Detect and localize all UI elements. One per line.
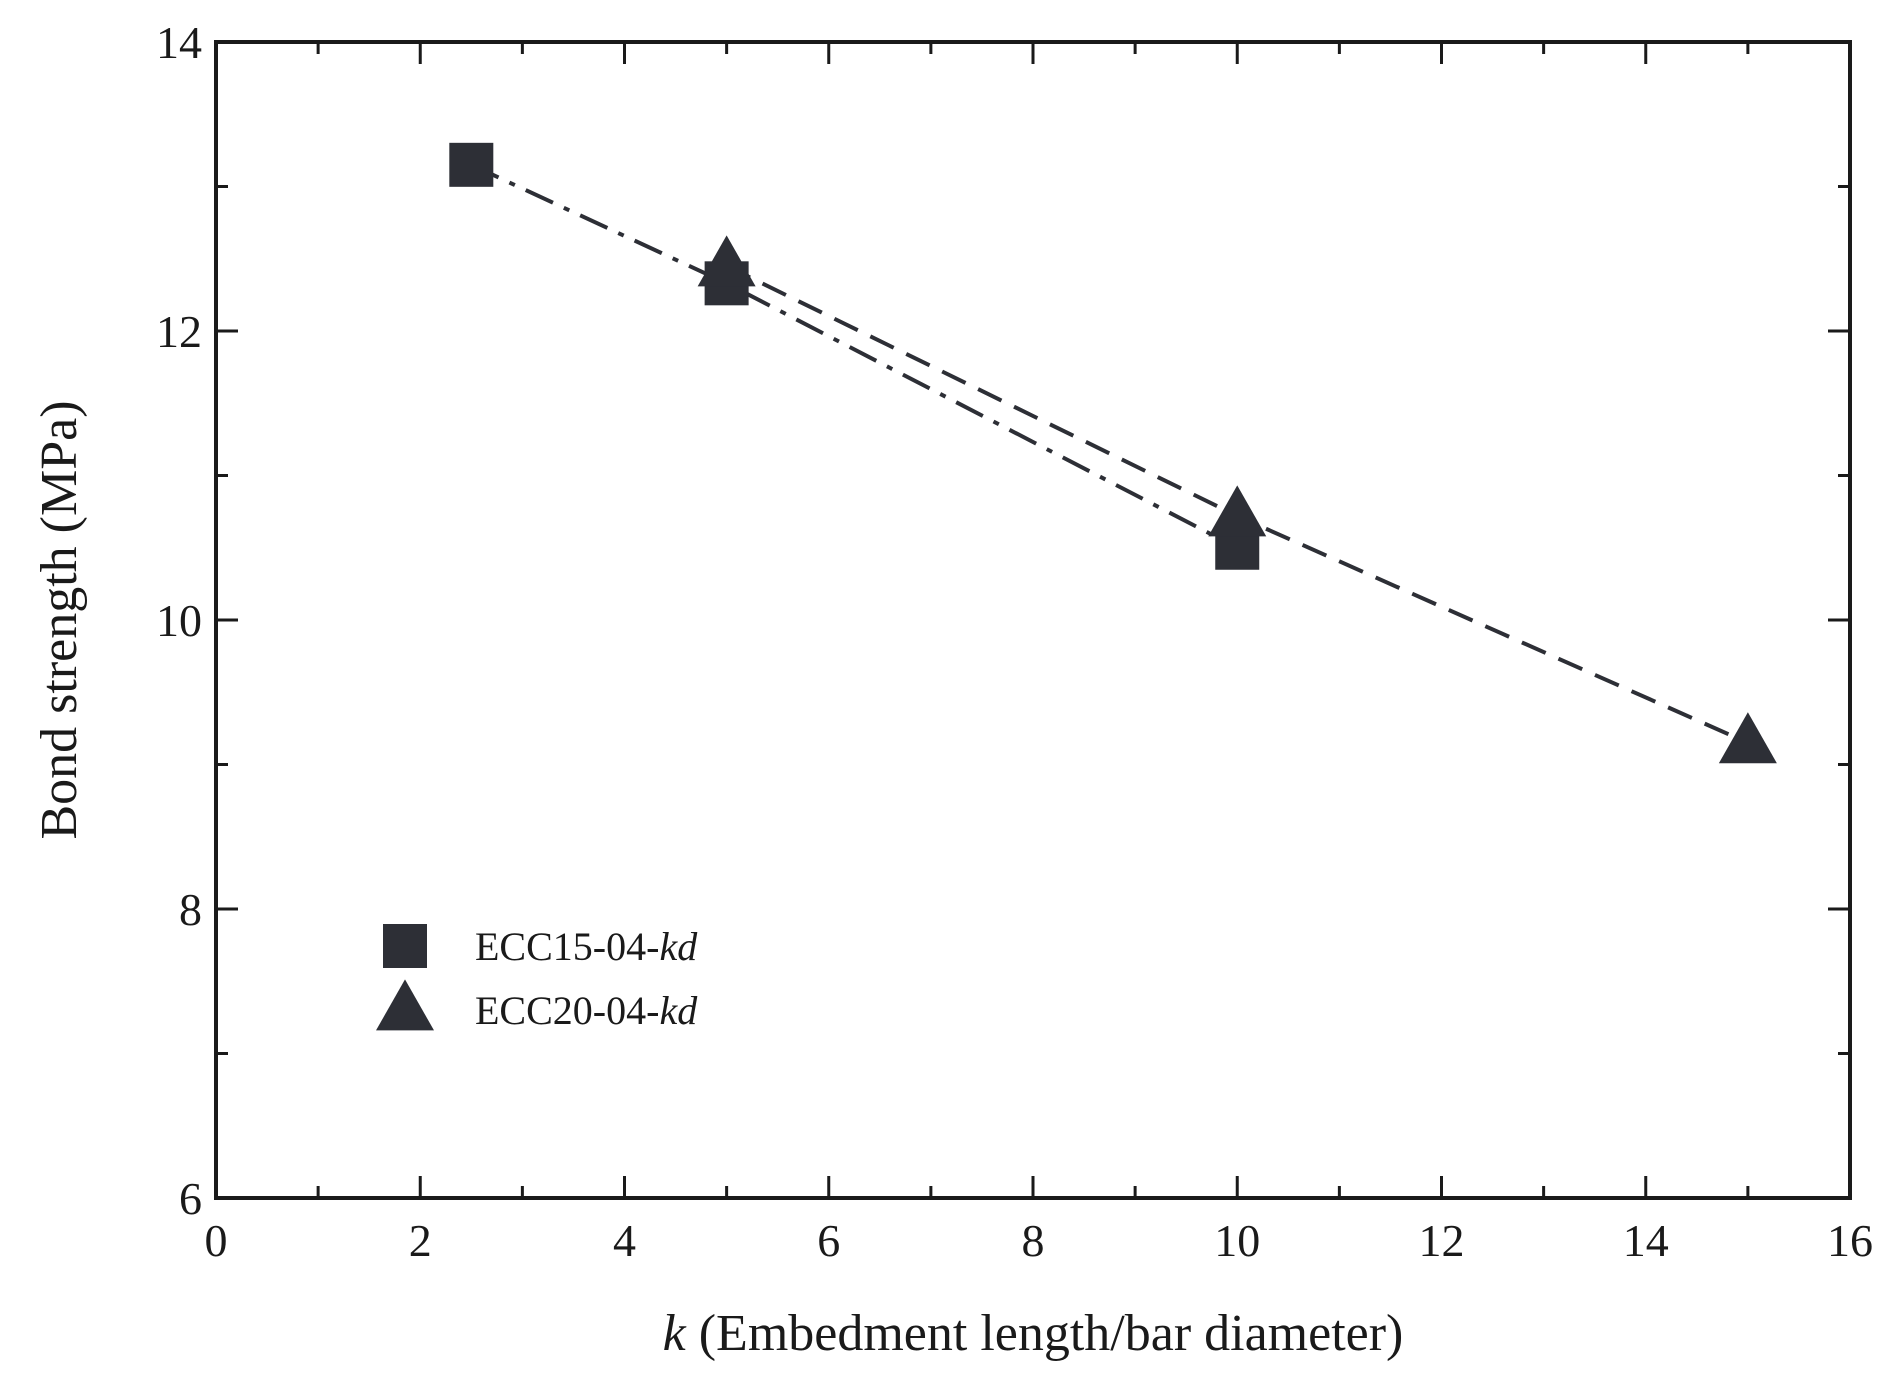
x-tick-label: 4 [613,1215,636,1266]
data-point-ecc20 [697,235,756,287]
legend: ECC15-04-kd ECC20-04-kd [376,924,698,1033]
legend-label-ecc20-suffix: kd [659,988,698,1033]
y-tick-label: 10 [156,595,202,646]
x-tick-label: 10 [1214,1215,1260,1266]
x-tick-label: 0 [205,1215,228,1266]
minor-ticks [216,42,1850,1198]
x-tick-label: 14 [1623,1215,1669,1266]
y-tick-label: 6 [179,1173,202,1224]
legend-triangle-marker [376,979,434,1031]
legend-label-ecc15-suffix: kd [659,924,698,969]
x-axis-title-text: (Embedment length/bar diameter) [686,1305,1404,1362]
legend-label-ecc20: ECC20-04-kd [475,988,698,1033]
plot-area [214,40,1852,1200]
x-tick-label: 8 [1022,1215,1045,1266]
legend-item-ecc20: ECC20-04-kd [376,979,698,1033]
x-axis-title: k (Embedment length/bar diameter) [663,1305,1404,1362]
y-axis-title: Bond strength (MPa) [31,400,88,839]
x-tick-label: 6 [817,1215,840,1266]
legend-label-ecc15-prefix: ECC15-04- [475,924,659,969]
y-tick-label: 8 [179,884,202,935]
series-markers [449,142,1777,764]
y-axis-ticks: 6 8 10 12 14 [156,17,1850,1224]
legend-label-ecc15: ECC15-04-kd [475,924,698,969]
x-tick-label: 2 [409,1215,432,1266]
legend-item-ecc15: ECC15-04-kd [383,924,698,969]
x-axis-ticks: 0 2 4 6 8 10 12 14 16 [205,42,1873,1266]
y-tick-label: 14 [156,17,202,68]
legend-label-ecc20-prefix: ECC20-04- [475,988,659,1033]
data-point-ecc20 [1718,712,1777,764]
series-lines [470,163,1749,745]
x-axis-title-variable: k [663,1305,687,1362]
x-tick-label: 16 [1827,1215,1873,1266]
series-line-ecc15 [470,163,1239,550]
legend-square-marker [383,924,427,968]
x-tick-label: 12 [1419,1215,1465,1266]
data-point-ecc15 [449,142,494,187]
data-point-ecc20 [1208,485,1267,537]
y-tick-label: 12 [156,306,202,357]
